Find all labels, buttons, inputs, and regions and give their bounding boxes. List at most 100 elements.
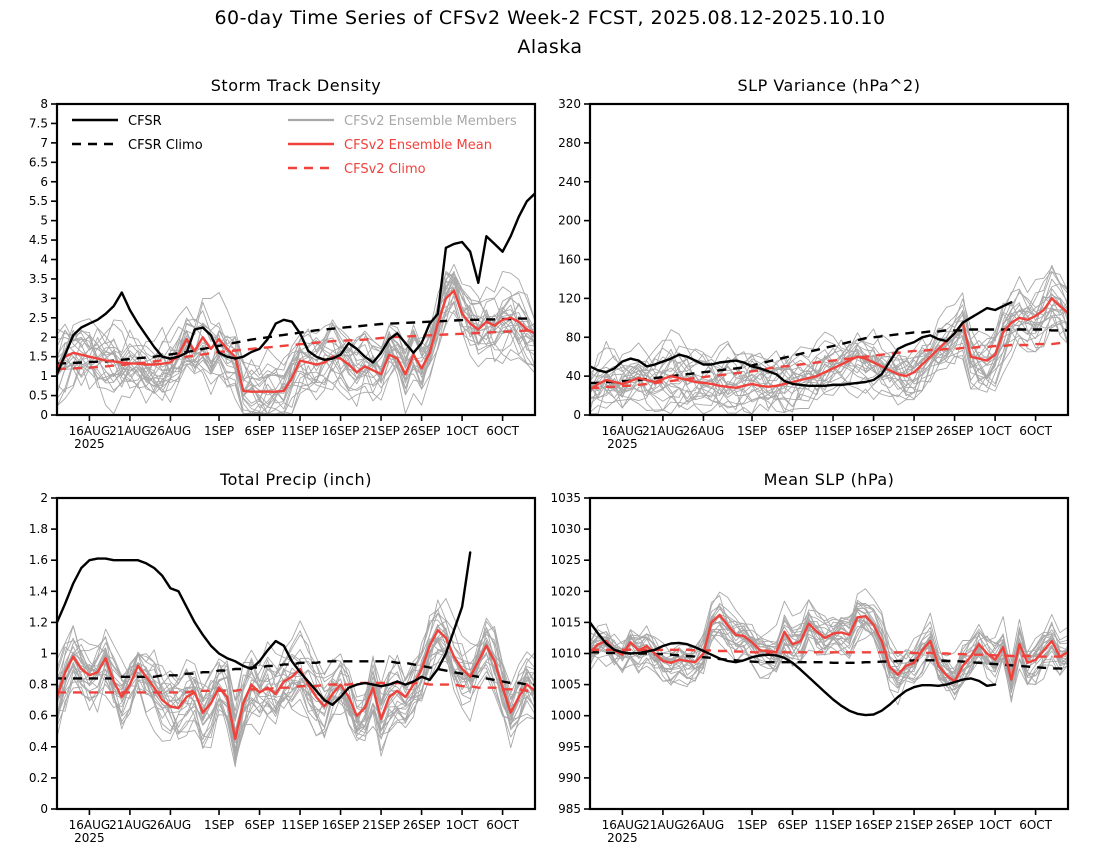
x-tick-label: 16SEP xyxy=(855,818,893,832)
y-tick-label: 120 xyxy=(558,291,581,305)
y-tick-label: 80 xyxy=(566,330,581,344)
x-axis-year-label: 2025 xyxy=(74,437,105,451)
x-tick-label: 16AUG xyxy=(602,818,644,832)
y-tick-label: 1 xyxy=(40,369,48,383)
ensemble-member-line xyxy=(590,271,1068,383)
x-tick-label: 26SEP xyxy=(936,818,974,832)
x-tick-label: 1OCT xyxy=(979,424,1012,438)
y-tick-label: 320 xyxy=(558,97,581,111)
x-tick-label: 6OCT xyxy=(1019,424,1052,438)
x-tick-label: 16SEP xyxy=(322,424,360,438)
ensemble-member-line xyxy=(57,272,535,384)
ensemble-member-line xyxy=(590,315,1068,407)
cfsv2-climo-line xyxy=(57,329,535,371)
x-tick-label: 26AUG xyxy=(150,818,192,832)
y-tick-label: 200 xyxy=(558,214,581,228)
y-tick-label: 7 xyxy=(40,136,48,150)
cfsv2-ensemble-mean-line xyxy=(590,613,1068,683)
y-tick-label: 5.5 xyxy=(29,194,48,208)
x-tick-label: 21AUG xyxy=(642,424,684,438)
panel-title-top-right: SLP Variance (hPa^2) xyxy=(738,76,921,95)
cfsr-climo-line xyxy=(57,660,535,686)
ensemble-member-line xyxy=(590,278,1068,411)
ensemble-member-line xyxy=(590,591,1068,676)
cfsv2-ensemble-mean-line xyxy=(57,289,535,393)
ensemble-member-line xyxy=(590,264,1068,394)
ensemble-member-line xyxy=(57,272,535,397)
ensemble-member-line xyxy=(57,270,535,407)
y-tick-label: 1010 xyxy=(550,647,581,661)
cfsr-line xyxy=(57,551,472,706)
y-tick-label: 2 xyxy=(40,491,48,505)
x-tick-label: 6OCT xyxy=(486,818,519,832)
x-tick-label: 16SEP xyxy=(322,818,360,832)
cfsr-line xyxy=(57,192,535,376)
legend-label: CFSv2 Ensemble Mean xyxy=(344,138,492,153)
x-axis-year-label: 2025 xyxy=(607,437,638,451)
panel-top-left: Storm Track Density 0 0.5 1 1.5 2 2.5 3 3.5 4 4.5 5… xyxy=(29,76,537,451)
x-tick-label: 11SEP xyxy=(814,424,852,438)
x-tick-label: 1SEP xyxy=(737,818,767,832)
x-tick-label: 6OCT xyxy=(1019,818,1052,832)
ensemble-member-line xyxy=(57,620,535,765)
x-axis-year-label: 2025 xyxy=(74,831,105,845)
cfsr-climo-line xyxy=(57,317,535,365)
y-tick-label: 3 xyxy=(40,291,48,305)
y-tick-label: 0 xyxy=(40,408,48,422)
x-tick-label: 1SEP xyxy=(204,424,234,438)
ensemble-member-line xyxy=(57,263,535,408)
y-tick-label: 985 xyxy=(558,802,581,816)
y-tick-label: 1030 xyxy=(550,522,581,536)
ensemble-member-line xyxy=(590,320,1068,404)
ensemble-member-line xyxy=(590,310,1068,409)
y-tick-label: 1.4 xyxy=(29,584,48,598)
y-tick-label: 2 xyxy=(40,330,48,344)
cfsv2-climo-line xyxy=(590,341,1068,389)
y-tick-label: 7.5 xyxy=(29,116,48,130)
ensemble-member-line xyxy=(57,310,535,415)
y-tick-label: 1015 xyxy=(550,615,581,629)
cfsr-line xyxy=(590,301,1013,387)
legend-label: CFSR Climo xyxy=(128,138,203,153)
x-tick-label: 26AUG xyxy=(683,424,725,438)
ensemble-member-line xyxy=(590,605,1068,681)
y-tick-label: 0.5 xyxy=(29,389,48,403)
y-tick-label: 990 xyxy=(558,771,581,785)
y-tick-label: 6.5 xyxy=(29,155,48,169)
cfsv2-ensemble-mean-line xyxy=(57,629,535,741)
cfsv2-ensemble-mean-line xyxy=(590,297,1068,391)
plot-area-bottom-right xyxy=(590,588,1068,717)
figure-subtitle: Alaska xyxy=(517,36,582,58)
ensemble-member-line xyxy=(590,619,1068,689)
y-tick-label: 4.5 xyxy=(29,233,48,247)
x-tick-label: 21SEP xyxy=(895,818,933,832)
x-tick-label: 1OCT xyxy=(979,818,1012,832)
x-tick-label: 21AUG xyxy=(642,818,684,832)
x-axis-year-label: 2025 xyxy=(607,831,638,845)
x-tick-label: 21SEP xyxy=(895,424,933,438)
y-tick-label: 2.5 xyxy=(29,311,48,325)
x-tick-label: 26SEP xyxy=(936,424,974,438)
x-tick-label: 16AUG xyxy=(602,424,644,438)
x-tick-label: 6SEP xyxy=(778,424,808,438)
legend: CFSR CFSR Climo CFSv2 Ensemble Members CFSv… xyxy=(72,114,517,177)
y-tick-label: 160 xyxy=(558,253,581,267)
y-tick-label: 1000 xyxy=(550,709,581,723)
ensemble-member-line xyxy=(590,283,1068,393)
y-tick-label: 995 xyxy=(558,740,581,754)
x-tick-label: 1OCT xyxy=(446,424,479,438)
ensemble-member-line xyxy=(590,607,1068,691)
x-tick-label: 1SEP xyxy=(737,424,767,438)
x-tick-label: 21AUG xyxy=(109,424,151,438)
x-tick-label: 6SEP xyxy=(245,818,275,832)
y-tick-label: 5 xyxy=(40,214,48,228)
y-tick-label: 40 xyxy=(566,369,581,383)
y-tick-label: 0 xyxy=(573,408,581,422)
y-tick-label: 3.5 xyxy=(29,272,48,286)
y-tick-label: 1020 xyxy=(550,584,581,598)
y-tick-label: 4 xyxy=(40,253,48,267)
y-tick-label: 1.8 xyxy=(29,522,48,536)
panel-top-right: SLP Variance (hPa^2) 0 40 80 120 160 200 240 280… xyxy=(558,76,1070,451)
y-tick-label: 0.4 xyxy=(29,740,48,754)
